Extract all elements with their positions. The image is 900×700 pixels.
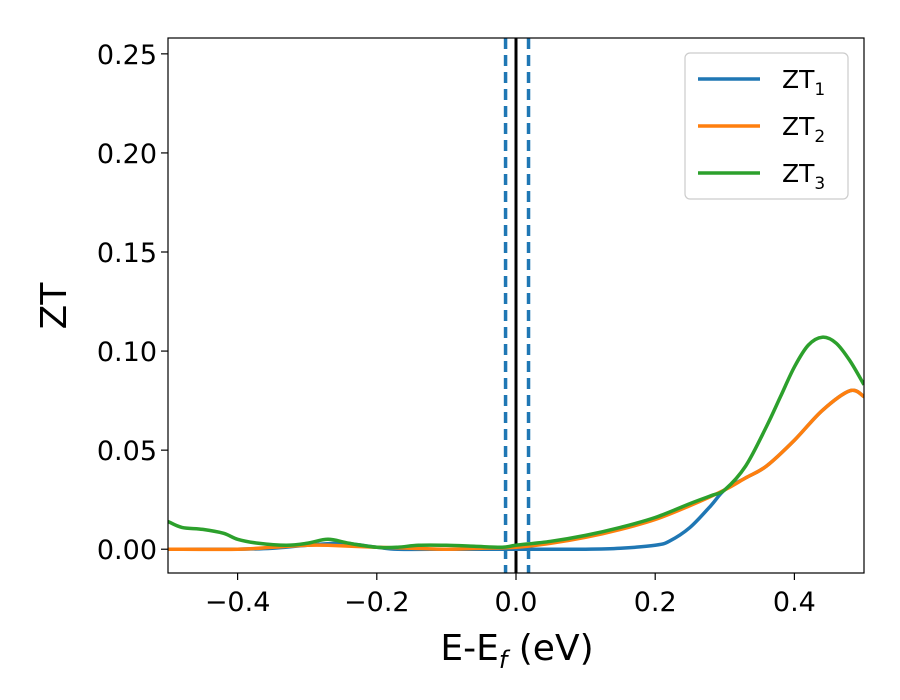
legend-box [684,52,849,200]
y-axis: 0.00 0.05 0.10 0.15 0.20 0.25 [97,40,168,566]
x-tick-label: 0.2 [634,587,677,618]
y-tick-label: 0.00 [97,535,157,566]
x-axis-label: E-Ef (eV) [440,628,593,674]
x-tick-label: 0.4 [773,587,816,618]
y-tick-label: 0.20 [97,139,157,170]
legend: ZT1 ZT2 ZT3 [684,52,849,200]
x-axis-label-main: E-E [440,628,498,669]
series-line-zt2 [168,388,864,552]
legend-label-zt2: ZT2 [782,112,825,147]
y-tick-label: 0.25 [97,40,157,71]
x-tick-label: −0.4 [205,587,271,618]
series-line-zt3 [168,335,864,550]
y-tick-label: 0.05 [97,436,157,467]
legend-label-zt3: ZT3 [782,159,825,194]
y-axis-label: ZT [34,282,75,330]
y-tick-label: 0.15 [97,238,157,269]
y-tick-label: 0.10 [97,337,157,368]
legend-label-zt1: ZT1 [782,65,825,100]
x-axis-label-unit: (eV) [507,628,593,669]
x-axis: −0.4 −0.2 0.0 0.2 0.4 [205,573,816,618]
x-tick-label: 0.0 [495,587,538,618]
plot-area [167,37,865,574]
x-tick-label: −0.2 [344,587,410,618]
